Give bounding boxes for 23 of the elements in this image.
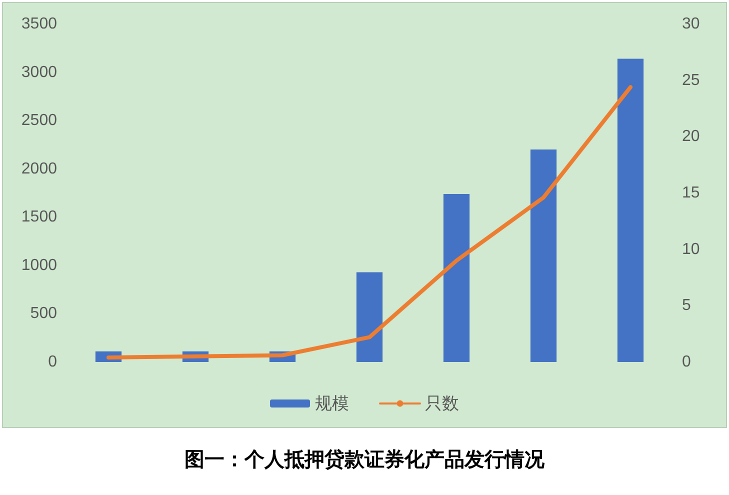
bar bbox=[617, 58, 644, 362]
y-tick-label: 3500 bbox=[21, 16, 58, 32]
text: 图一：个人抵押贷款证券化产品发行情况 bbox=[184, 448, 546, 471]
bar bbox=[530, 150, 557, 362]
y-tick-label: 2000 bbox=[21, 160, 58, 178]
y-tick-label: 500 bbox=[30, 305, 58, 322]
y-tick-label: 1000 bbox=[21, 256, 58, 274]
y2-tick-label: 25 bbox=[682, 72, 700, 89]
y2-tick-label: 5 bbox=[682, 297, 691, 314]
bar bbox=[356, 272, 383, 362]
y2-tick-label: 30 bbox=[682, 16, 700, 32]
y-tick-label: 3000 bbox=[21, 64, 58, 81]
bar bbox=[443, 194, 470, 362]
line-series bbox=[106, 85, 632, 360]
y2-tick-label: 10 bbox=[682, 240, 700, 258]
y2-tick-label: 20 bbox=[682, 128, 700, 146]
legend-label: 规模 bbox=[315, 394, 349, 413]
y-tick-label: 0 bbox=[48, 354, 58, 370]
y-tick-label: 1500 bbox=[21, 208, 58, 226]
y2-tick-label: 15 bbox=[682, 184, 700, 202]
y-tick-label: 2500 bbox=[21, 112, 58, 130]
legend-label: 只数 bbox=[425, 394, 459, 413]
y2-tick-label: 0 bbox=[682, 354, 691, 370]
